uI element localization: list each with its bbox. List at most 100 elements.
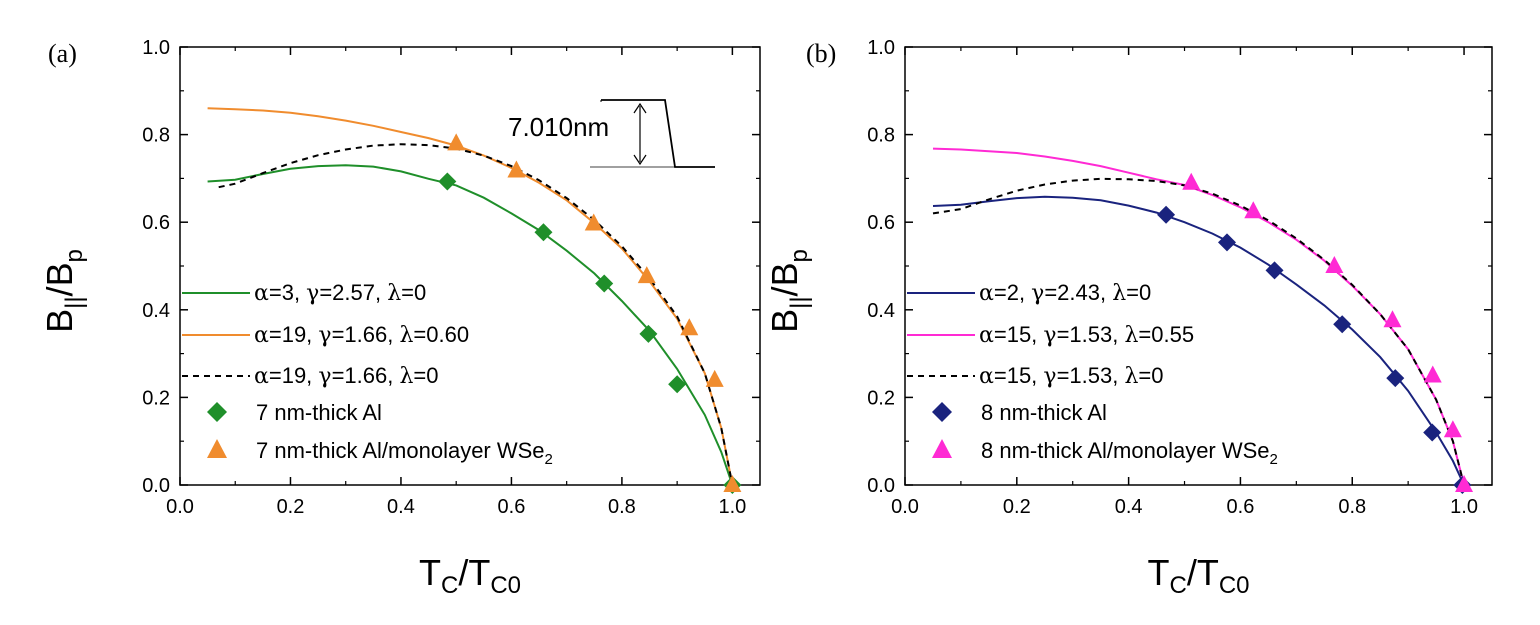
legend-entry-label: 8 nm-thick Al	[981, 400, 1107, 425]
y-tick-label: 0.2	[867, 387, 895, 409]
data-point-diamond	[534, 223, 553, 242]
legend-symbol-alpha: α	[254, 281, 269, 306]
y-axis-label-sub: p	[61, 249, 88, 262]
legend-value: =2.43,	[1044, 280, 1112, 305]
legend-swatch-triangle	[207, 439, 227, 458]
x-tick-label: 0.0	[166, 496, 194, 518]
legend-text-sub: 2	[545, 451, 553, 468]
y-tick-label: 1.0	[142, 37, 170, 59]
x-axis-label: TC/TC0	[419, 552, 521, 599]
inset-thickness-label: 7.010nm	[508, 112, 609, 142]
y-axis-label-sub: ||	[786, 296, 813, 308]
y-axis-label-mid: /B	[39, 262, 80, 296]
chart-panel-b: 0.0 0.2 0.4 0.6 0.8 1.0 0.0 0.2 0.4 0.6 0.8 1.0 (b) T…	[764, 37, 1493, 599]
legend-symbol-alpha: α	[979, 323, 994, 348]
legend-entry-label: α=19, γ=1.66, λ=0.60	[254, 322, 469, 348]
legend-swatch-triangle	[932, 439, 952, 458]
y-tick-label: 0.0	[142, 475, 170, 497]
inset-step-profile	[601, 99, 715, 168]
data-point-diamond	[668, 375, 687, 394]
legend-entry-label: 7 nm-thick Al/monolayer WSe2	[256, 438, 553, 468]
legend-value: =0	[1138, 363, 1163, 388]
y-axis-label-mid: /B	[764, 262, 805, 296]
x-tick-label: 0.4	[387, 496, 415, 518]
legend: α=2, γ=2.43, λ=0α=15, γ=1.53, λ=0.55α=15…	[907, 280, 1278, 468]
legend-symbol-lambda: λ	[1112, 281, 1126, 306]
legend-value: =1.66,	[332, 363, 400, 388]
data-point-triangle	[680, 318, 699, 336]
legend-symbol-gamma: γ	[1043, 364, 1056, 389]
legend-text-main: 7 nm-thick Al/monolayer WSe	[256, 438, 545, 463]
legend-symbol-gamma: γ	[318, 323, 331, 348]
x-tick-label: 0.8	[1338, 496, 1366, 518]
x-tick-label: 0.6	[498, 496, 526, 518]
legend-value: =0	[401, 280, 426, 305]
legend-symbol-lambda: λ	[1124, 364, 1138, 389]
legend-entry-label: 7 nm-thick Al	[256, 400, 382, 425]
y-tick-label: 0.8	[142, 125, 170, 147]
legend-text-sub: 2	[1270, 451, 1278, 468]
y-axis-label-sub: p	[786, 249, 813, 262]
inset-arrow-up	[633, 102, 647, 114]
legend-value: =15,	[994, 322, 1044, 347]
legend-value: =19,	[269, 363, 319, 388]
legend-value: =19,	[269, 322, 319, 347]
y-tick-label: 0.4	[867, 300, 895, 322]
x-tick-label: 0.2	[1003, 496, 1031, 518]
x-tick-label: 1.0	[1450, 496, 1478, 518]
x-axis-label-sub: C	[1169, 572, 1186, 599]
y-tick-label: 0.6	[867, 212, 895, 234]
panel-label: (a)	[48, 39, 77, 68]
x-axis-label-main: T	[419, 552, 441, 593]
series-line-0	[207, 164, 734, 486]
legend-value: =1.53,	[1057, 363, 1125, 388]
chart-panel-a: 0.0 0.2 0.4 0.6 0.8 1.0 0.0 0.2 0.4 0.6 0.8 1.0 (a) T…	[39, 37, 761, 599]
legend-entry-label: α=19, γ=1.66, λ=0	[254, 363, 439, 389]
data-point-triangle	[637, 266, 656, 284]
y-tick-label: 0.8	[867, 125, 895, 147]
data-point-triangle	[447, 133, 466, 151]
legend-symbol-lambda: λ	[1124, 323, 1138, 348]
inset-arrow-down	[633, 154, 647, 166]
x-tick-label: 0.0	[891, 496, 919, 518]
series-line-1	[932, 147, 1465, 486]
legend-symbol-gamma: γ	[318, 364, 331, 389]
y-axis-label-main: B	[39, 309, 80, 333]
legend-value: =0.60	[413, 322, 469, 347]
data-point-triangle	[1443, 420, 1462, 438]
data-point-diamond	[1157, 205, 1176, 224]
legend-swatch-diamond	[207, 402, 227, 422]
legend-symbol-gamma: γ	[1043, 323, 1056, 348]
legend-entry-label: α=3, γ=2.57, λ=0	[254, 280, 426, 306]
data-point-diamond	[595, 274, 614, 293]
x-axis-label: TC/TC0	[1147, 552, 1249, 599]
y-axis-label: B||/Bp	[39, 249, 88, 333]
data-point-triangle	[1423, 365, 1442, 383]
legend-symbol-alpha: α	[979, 281, 994, 306]
x-tick-label: 0.6	[1227, 496, 1255, 518]
legend-symbol-gamma: γ	[1031, 281, 1044, 306]
x-tick-label: 0.2	[277, 496, 305, 518]
y-axis-label-sub: ||	[61, 296, 88, 308]
x-tick-label: 0.8	[608, 496, 636, 518]
legend-value: =1.53,	[1057, 322, 1125, 347]
y-axis-label: B||/Bp	[764, 249, 813, 333]
y-axis-label-main: B	[764, 309, 805, 333]
data-point-diamond	[1386, 369, 1405, 388]
x-axis-label-mid: /T	[1187, 552, 1219, 593]
x-axis-label-sub: C0	[1219, 572, 1250, 599]
legend-value: =0	[1126, 280, 1151, 305]
legend-symbol-alpha: α	[254, 364, 269, 389]
x-axis-label-sub: C	[441, 572, 458, 599]
data-point-diamond	[1265, 261, 1284, 280]
y-tick-label: 0.4	[142, 300, 170, 322]
legend-symbol-alpha: α	[254, 323, 269, 348]
data-point-diamond	[1333, 315, 1352, 334]
data-point-triangle	[584, 213, 603, 231]
legend-value: =2,	[994, 280, 1031, 305]
legend: α=3, γ=2.57, λ=0α=19, γ=1.66, λ=0.60α=19…	[182, 280, 553, 468]
legend-symbol-gamma: γ	[306, 281, 319, 306]
data-point-triangle	[723, 475, 742, 492]
x-tick-label: 1.0	[718, 496, 746, 518]
legend-symbol-lambda: λ	[399, 364, 413, 389]
